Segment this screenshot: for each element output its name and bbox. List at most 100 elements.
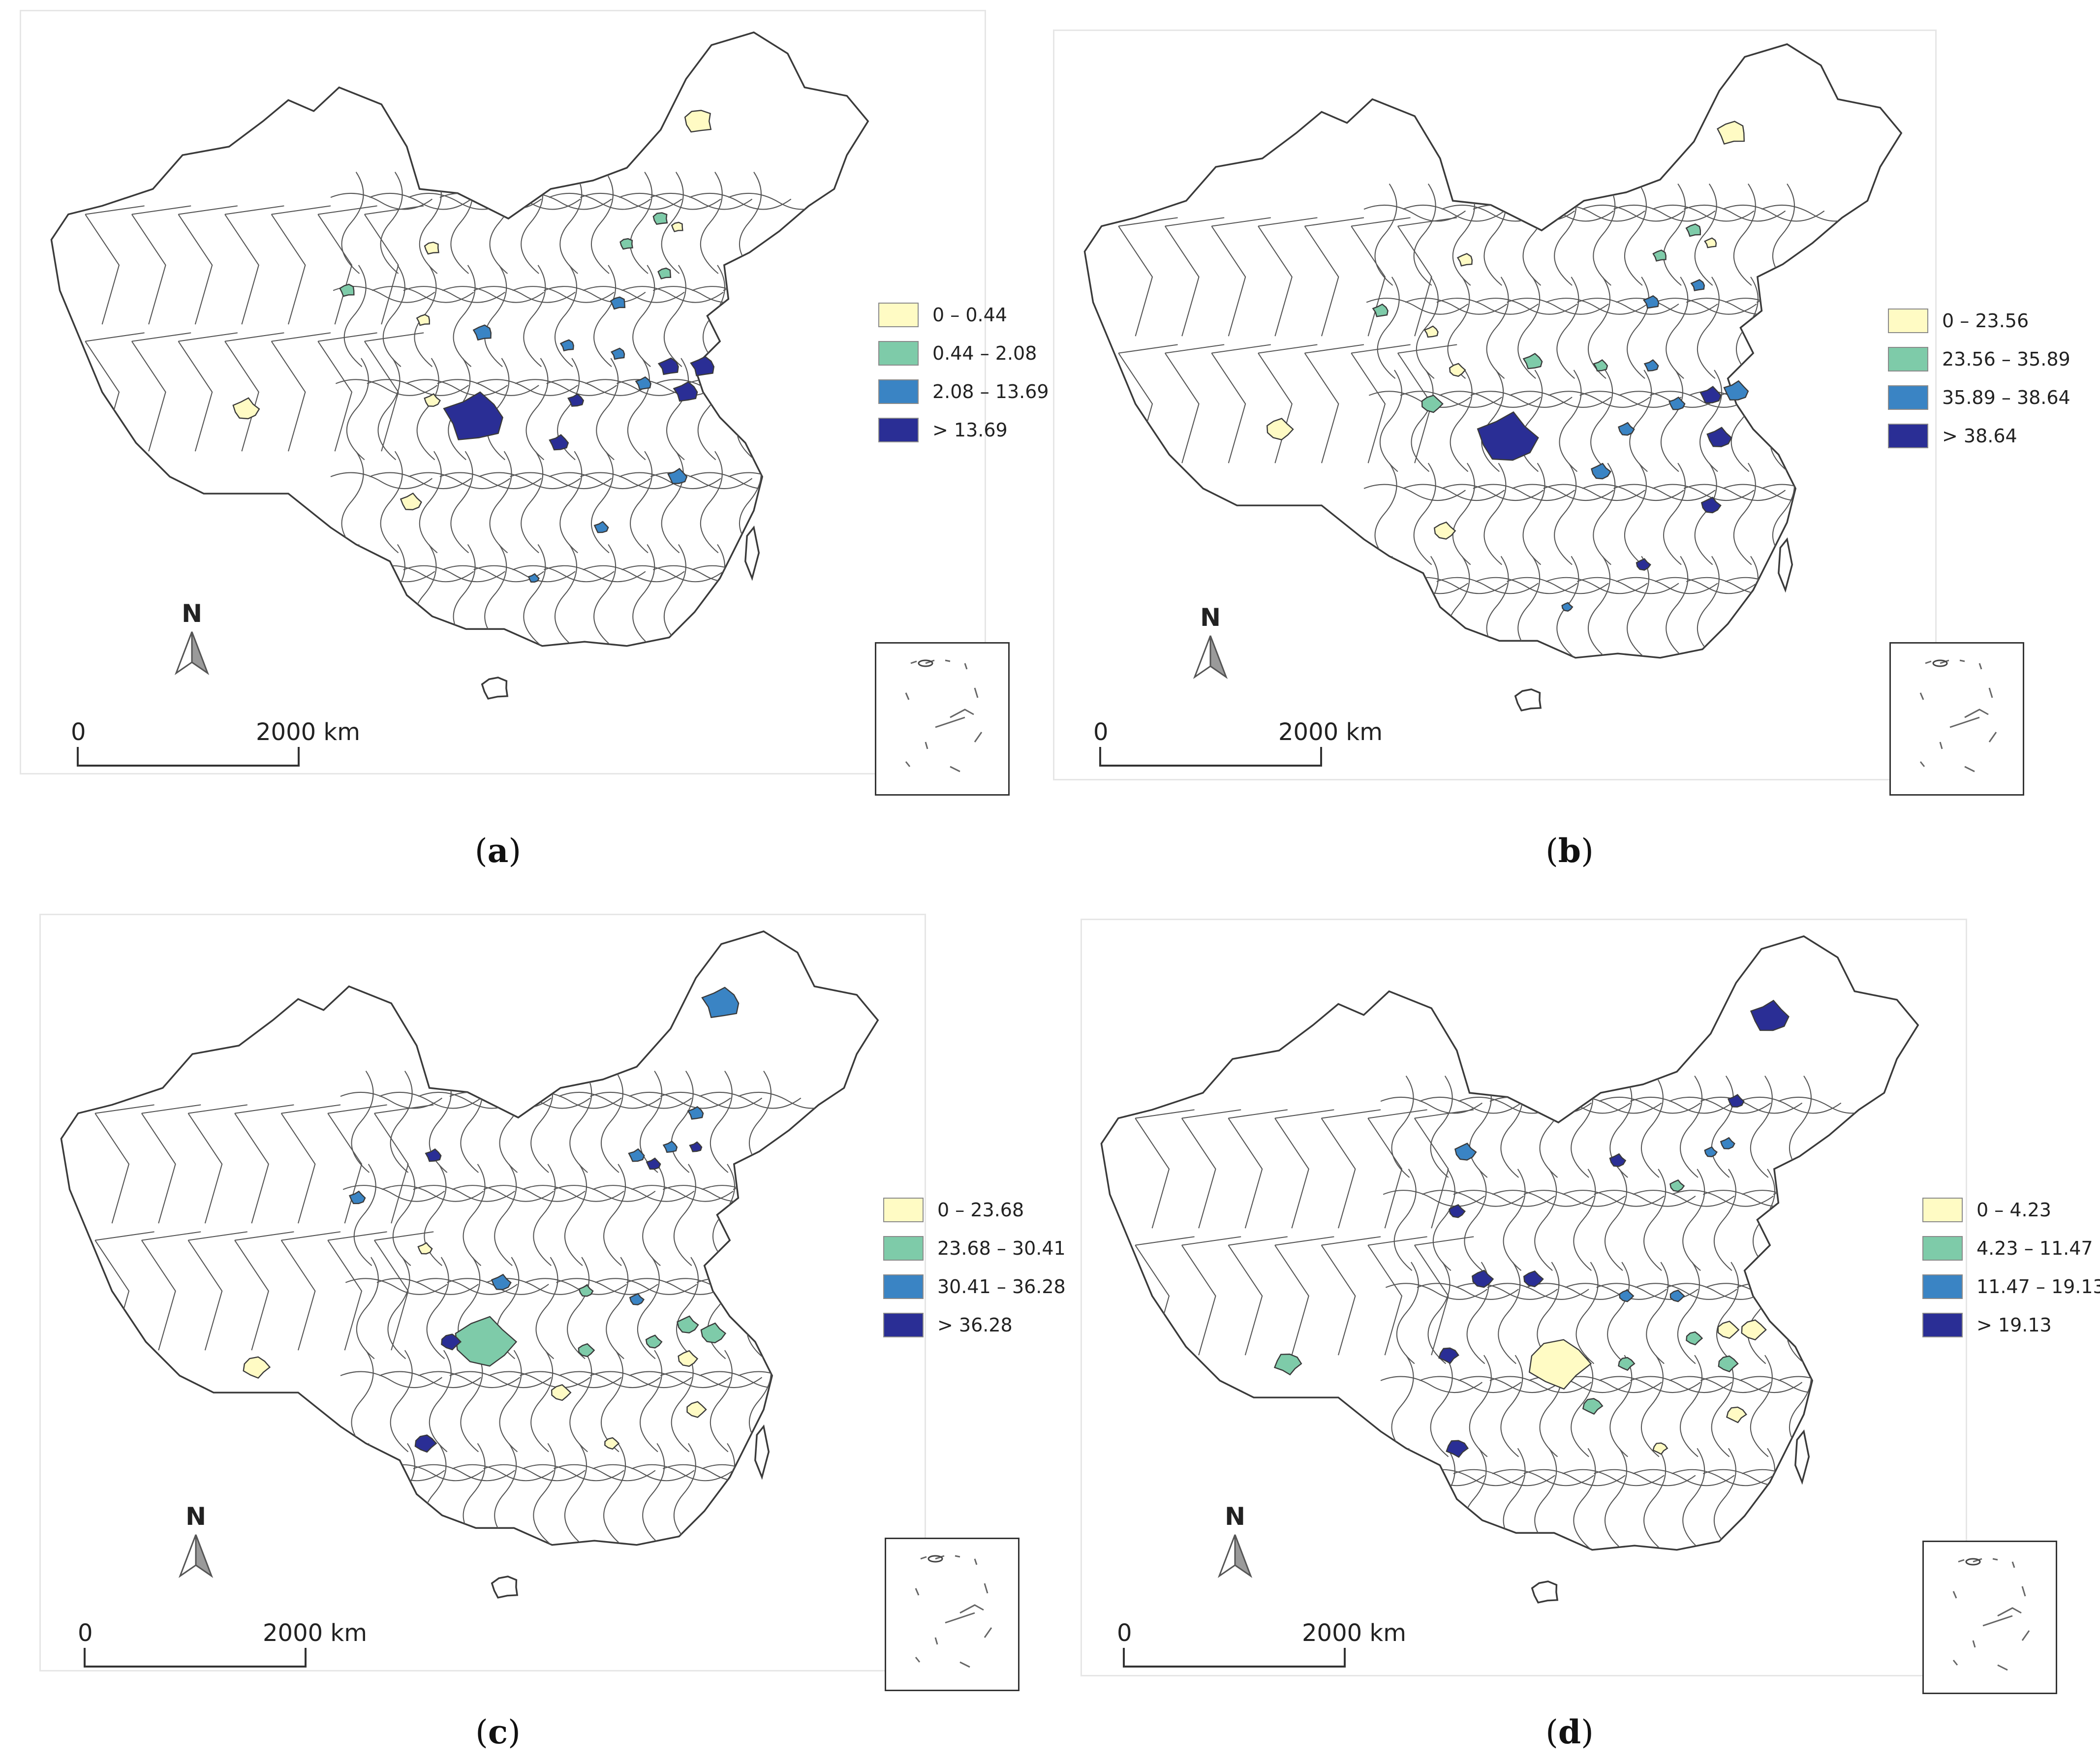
legend-item-class-4: > 36.28 <box>883 1311 1013 1339</box>
scale-bar: 0 2000 km <box>1093 718 1383 777</box>
region-class-3 <box>1619 1289 1635 1302</box>
region-class-3 <box>1668 396 1686 410</box>
legend-swatch-3 <box>1888 385 1928 410</box>
legend-label-3: 2.08 – 13.69 <box>932 381 1049 402</box>
legend-swatch-4 <box>883 1313 924 1337</box>
region-class-1 <box>1423 325 1439 338</box>
china-map <box>60 930 879 1599</box>
caption-letter: b <box>1558 832 1581 870</box>
taiwan-island <box>1778 537 1793 593</box>
taiwan-island <box>1794 1429 1810 1485</box>
scale-bar-line <box>77 747 300 767</box>
scale-bar-line <box>1123 1648 1346 1668</box>
north-label: N <box>1225 1502 1245 1531</box>
region-class-2 <box>1686 1331 1703 1346</box>
region-class-2 <box>652 212 668 225</box>
region-class-1 <box>1741 1319 1767 1341</box>
region-class-3 <box>610 347 625 360</box>
region-class-1 <box>424 242 439 255</box>
region-class-1 <box>232 397 260 420</box>
legend-item-class-1: 0 – 0.44 <box>878 301 1007 329</box>
region-class-4 <box>1438 1347 1459 1364</box>
prefecture-boundaries <box>1135 1076 1881 1550</box>
legend-swatch-3 <box>1922 1274 1963 1299</box>
legend-item-class-3: 2.08 – 13.69 <box>878 378 1049 405</box>
region-class-3 <box>472 324 492 341</box>
country-outline <box>60 930 879 1546</box>
legend-item-class-4: > 19.13 <box>1922 1311 2052 1339</box>
legend-swatch-1 <box>883 1198 924 1222</box>
region-class-4 <box>1750 999 1790 1031</box>
legend-label-3: 30.41 – 36.28 <box>937 1276 1066 1298</box>
region-class-4 <box>1523 1270 1544 1288</box>
legend-swatch-1 <box>1888 309 1928 333</box>
region-class-2 <box>677 1315 699 1334</box>
hainan-island <box>481 677 509 700</box>
region-class-4 <box>1699 386 1722 404</box>
legend-label-4: > 38.64 <box>1942 425 2017 447</box>
region-class-4 <box>414 1434 437 1453</box>
map-panel-d: 0 – 4.23 4.23 – 11.47 11.47 – 19.13 > 19… <box>1050 881 2100 1763</box>
region-class-2 <box>1685 223 1701 237</box>
region-class-1 <box>1456 253 1473 267</box>
region-class-1 <box>400 492 422 511</box>
inset-map <box>1952 1558 2030 1671</box>
region-class-1 <box>1266 418 1294 441</box>
region-class-4 <box>646 1157 661 1170</box>
inset-map <box>905 659 983 773</box>
inset-map <box>915 1555 992 1668</box>
region-class-2 <box>578 1284 594 1297</box>
legend-label-2: 23.68 – 30.41 <box>937 1237 1066 1259</box>
legend-swatch-4 <box>878 418 919 442</box>
region-class-3 <box>628 1148 645 1162</box>
china-map <box>1100 935 1919 1604</box>
region-class-3 <box>701 987 740 1019</box>
legend-label-1: 0 – 23.68 <box>937 1199 1024 1221</box>
scale-end-label: 2000 km <box>263 1619 367 1647</box>
region-class-2 <box>1273 1353 1302 1376</box>
caption-letter: c <box>488 1713 508 1751</box>
region-class-3 <box>1669 1289 1685 1302</box>
south-china-sea-inset <box>1922 1541 2057 1694</box>
north-label: N <box>185 1502 206 1531</box>
legend-swatch-2 <box>1922 1236 1963 1261</box>
region-class-2 <box>339 283 355 297</box>
china-map <box>1083 43 1903 711</box>
scale-end-label: 2000 km <box>256 718 360 746</box>
map-panel-b: 0 – 23.56 23.56 – 35.89 35.89 – 38.64 > … <box>1050 0 2100 881</box>
scale-bar-line <box>84 1648 307 1668</box>
region-class-4 <box>1728 1094 1745 1108</box>
scale-end-label: 2000 km <box>1302 1619 1406 1647</box>
region-class-3 <box>1642 295 1660 309</box>
south-china-sea-inset <box>875 642 1010 796</box>
inset-map <box>1919 659 1997 773</box>
legend-swatch-4 <box>1888 424 1928 448</box>
north-arrow-icon <box>1193 635 1228 679</box>
north-arrow-icon <box>178 1534 214 1578</box>
caption-letter: d <box>1558 1713 1581 1751</box>
region-class-3 <box>610 296 626 310</box>
legend-label-1: 0 – 0.44 <box>932 304 1007 326</box>
legend-item-class-3: 11.47 – 19.13 <box>1922 1273 2100 1300</box>
region-class-3 <box>593 521 609 533</box>
hainan-island <box>491 1576 519 1599</box>
legend-label-4: > 36.28 <box>937 1314 1013 1336</box>
scale-start-label: 0 <box>71 718 86 746</box>
region-class-2 <box>1522 353 1543 370</box>
region-class-4 <box>1706 427 1732 447</box>
hainan-island <box>1531 1580 1559 1604</box>
panel-caption: (c) <box>475 1713 521 1751</box>
region-class-4 <box>425 1148 442 1162</box>
region-class-2 <box>1372 303 1389 317</box>
legend-swatch-2 <box>883 1236 924 1261</box>
region-class-3 <box>1618 422 1635 436</box>
region-class-2 <box>619 238 633 250</box>
region-class-1 <box>684 110 712 133</box>
region-class-4 <box>441 1333 462 1351</box>
china-map <box>50 31 869 700</box>
region-class-3 <box>629 1293 645 1305</box>
legend-item-class-2: 4.23 – 11.47 <box>1922 1235 2093 1262</box>
legend-swatch-3 <box>878 379 919 404</box>
scale-start-label: 0 <box>78 1619 93 1647</box>
region-class-1 <box>671 221 683 232</box>
